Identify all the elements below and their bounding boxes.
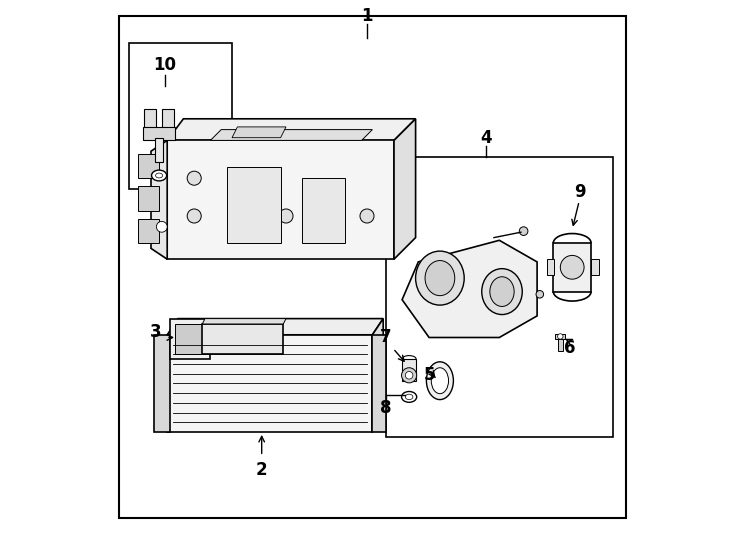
Circle shape — [360, 209, 374, 223]
Ellipse shape — [156, 173, 163, 178]
Text: 4: 4 — [480, 129, 492, 147]
Text: 3: 3 — [150, 323, 161, 341]
Bar — [175, 324, 205, 354]
Circle shape — [401, 368, 417, 383]
Polygon shape — [211, 130, 372, 140]
Polygon shape — [203, 319, 286, 324]
Ellipse shape — [425, 260, 455, 296]
Bar — [144, 109, 156, 130]
Bar — [372, 335, 386, 432]
Polygon shape — [167, 119, 415, 140]
Circle shape — [187, 209, 201, 223]
Ellipse shape — [426, 362, 454, 400]
Ellipse shape — [401, 392, 417, 402]
Bar — [386, 157, 613, 437]
Bar — [137, 186, 159, 211]
Bar — [129, 43, 232, 189]
Text: 5: 5 — [424, 366, 435, 384]
Bar — [558, 338, 563, 351]
Bar — [161, 109, 174, 130]
Polygon shape — [394, 119, 415, 259]
Polygon shape — [232, 127, 286, 138]
Text: 9: 9 — [575, 183, 586, 201]
Bar — [153, 335, 170, 432]
Bar — [547, 259, 554, 275]
Ellipse shape — [432, 368, 448, 394]
Bar — [167, 140, 394, 259]
Bar — [167, 335, 372, 432]
Ellipse shape — [151, 170, 167, 181]
Bar — [155, 138, 164, 162]
Bar — [143, 127, 175, 140]
Text: 8: 8 — [380, 399, 392, 417]
Ellipse shape — [405, 394, 413, 400]
Bar — [170, 319, 211, 359]
Polygon shape — [372, 319, 383, 432]
Ellipse shape — [490, 276, 514, 307]
Bar — [203, 324, 283, 354]
Polygon shape — [151, 140, 167, 259]
Circle shape — [405, 372, 413, 379]
Text: 1: 1 — [361, 7, 373, 25]
Ellipse shape — [482, 269, 523, 314]
Circle shape — [156, 221, 167, 232]
Bar — [402, 359, 416, 381]
Text: 2: 2 — [256, 461, 267, 479]
Text: 6: 6 — [564, 339, 575, 357]
Bar — [137, 219, 159, 243]
Circle shape — [536, 291, 544, 298]
Bar — [137, 154, 159, 178]
Circle shape — [560, 255, 584, 279]
Bar — [227, 167, 280, 243]
Bar — [553, 243, 591, 292]
Polygon shape — [402, 240, 537, 338]
Text: 7: 7 — [380, 328, 392, 347]
Circle shape — [279, 209, 293, 223]
Circle shape — [519, 227, 528, 235]
Polygon shape — [167, 319, 383, 335]
Circle shape — [187, 171, 201, 185]
Bar — [591, 259, 599, 275]
Text: 10: 10 — [153, 56, 176, 74]
Ellipse shape — [415, 251, 464, 305]
Circle shape — [558, 334, 563, 339]
Bar — [302, 178, 346, 243]
Bar — [556, 334, 565, 339]
